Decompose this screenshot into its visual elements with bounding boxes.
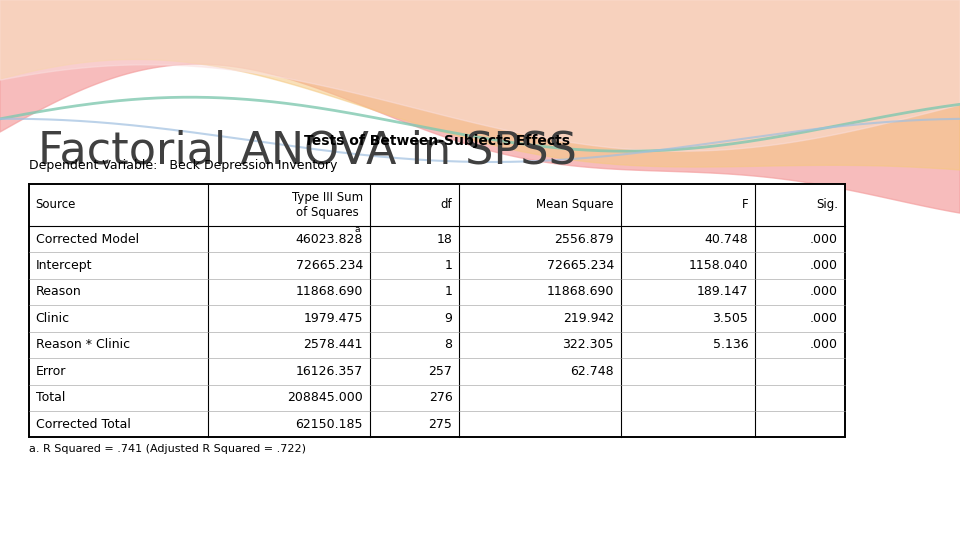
Text: .000: .000 [810,286,838,299]
Text: 11868.690: 11868.690 [546,286,613,299]
Text: Factorial ANOVA in SPSS: Factorial ANOVA in SPSS [38,130,577,173]
Text: 1: 1 [444,259,452,272]
Text: 219.942: 219.942 [563,312,613,325]
Text: df: df [441,198,452,211]
Text: 62150.185: 62150.185 [296,417,363,431]
Text: Intercept: Intercept [36,259,92,272]
Text: 1: 1 [444,286,452,299]
Text: 208845.000: 208845.000 [287,392,363,404]
Text: .000: .000 [810,259,838,272]
Text: Error: Error [36,365,66,378]
Text: Corrected Model: Corrected Model [36,233,138,246]
Text: .000: .000 [810,312,838,325]
Text: Reason * Clinic: Reason * Clinic [36,339,130,352]
Text: 5.136: 5.136 [712,339,749,352]
Text: Clinic: Clinic [36,312,70,325]
Text: Reason: Reason [36,286,82,299]
Text: .000: .000 [810,339,838,352]
Text: 40.748: 40.748 [705,233,749,246]
Text: 257: 257 [428,365,452,378]
Text: 8: 8 [444,339,452,352]
Text: Mean Square: Mean Square [537,198,613,211]
Text: 72665.234: 72665.234 [546,259,613,272]
Text: 62.748: 62.748 [570,365,613,378]
Text: 275: 275 [428,417,452,431]
Text: Tests of Between-Subjects Effects: Tests of Between-Subjects Effects [303,134,570,149]
Text: 11868.690: 11868.690 [296,286,363,299]
Text: Total: Total [36,392,65,404]
Text: 46023.828: 46023.828 [296,233,363,246]
FancyBboxPatch shape [29,184,845,437]
Text: 1979.475: 1979.475 [303,312,363,325]
Text: 18: 18 [437,233,452,246]
Text: 16126.357: 16126.357 [296,365,363,378]
Text: 2578.441: 2578.441 [303,339,363,352]
Text: 9: 9 [444,312,452,325]
Text: 72665.234: 72665.234 [296,259,363,272]
Text: a. R Squared = .741 (Adjusted R Squared = .722): a. R Squared = .741 (Adjusted R Squared … [29,444,306,454]
Text: 2556.879: 2556.879 [554,233,613,246]
Text: F: F [742,198,749,211]
Text: 189.147: 189.147 [697,286,749,299]
Text: Dependent Variable:   Beck Depression Inventory: Dependent Variable: Beck Depression Inve… [29,159,337,172]
Text: Corrected Total: Corrected Total [36,417,131,431]
Text: 276: 276 [429,392,452,404]
Text: 1158.040: 1158.040 [688,259,749,272]
Text: 3.505: 3.505 [712,312,749,325]
Text: Sig.: Sig. [816,198,838,211]
Text: a: a [354,225,360,234]
Text: 322.305: 322.305 [563,339,613,352]
Text: Type III Sum
of Squares: Type III Sum of Squares [292,191,363,219]
Text: Source: Source [36,198,76,211]
Text: .000: .000 [810,233,838,246]
